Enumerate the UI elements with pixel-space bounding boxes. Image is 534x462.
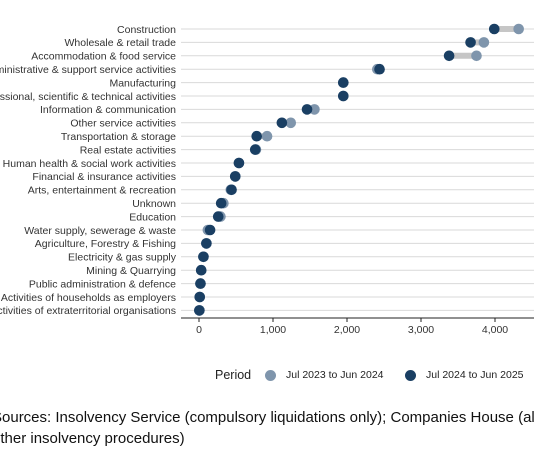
category-label: Construction bbox=[117, 24, 176, 36]
point-series-1 bbox=[513, 23, 524, 35]
chart-marks bbox=[194, 23, 524, 316]
category-label: Real estate activities bbox=[80, 144, 176, 156]
legend-swatch-series-1 bbox=[265, 370, 276, 381]
point-series-2 bbox=[249, 144, 261, 155]
point-series-1 bbox=[471, 50, 482, 62]
source-line-2: other insolvency procedures) bbox=[0, 430, 185, 447]
point-series-2 bbox=[338, 77, 349, 88]
category-label: Professional, scientific & technical act… bbox=[0, 91, 176, 103]
category-label: Other service activities bbox=[70, 118, 176, 130]
legend-title: Period bbox=[215, 368, 252, 382]
category-label: Administrative & support service activit… bbox=[0, 64, 176, 76]
category-label: Activities of extraterritorial organisat… bbox=[0, 305, 176, 317]
point-series-2 bbox=[229, 171, 241, 182]
legend-label-series-2: Jul 2024 to Jun 2025 bbox=[426, 369, 524, 381]
category-label: Manufacturing bbox=[109, 77, 176, 89]
point-series-2 bbox=[226, 184, 237, 196]
category-label: Agriculture, Forestry & Fishing bbox=[35, 238, 176, 250]
category-label: Education bbox=[129, 211, 176, 223]
category-label: Accommodation & food service bbox=[31, 51, 176, 63]
legend-swatch-series-2 bbox=[405, 370, 416, 381]
category-label: Water supply, sewerage & waste bbox=[24, 225, 176, 237]
point-series-2 bbox=[301, 104, 313, 115]
x-axis: 0 1,000 2,000 3,000 4,000 bbox=[181, 317, 534, 336]
point-series-1 bbox=[478, 37, 490, 48]
point-series-1 bbox=[261, 130, 273, 142]
source-line-1: Sources: Insolvency Service (compulsory … bbox=[0, 409, 534, 426]
x-tick-label: 2,000 bbox=[334, 324, 360, 336]
point-series-2 bbox=[194, 291, 206, 303]
category-label: Human health & social work activities bbox=[3, 158, 176, 170]
legend-label-series-1: Jul 2023 to Jun 2024 bbox=[286, 369, 384, 381]
legend: Period Jul 2023 to Jun 2024 Jul 2024 to … bbox=[0, 366, 534, 386]
point-series-2 bbox=[276, 117, 288, 129]
point-series-2 bbox=[201, 238, 212, 249]
point-series-2 bbox=[374, 63, 385, 75]
point-series-2 bbox=[443, 50, 455, 62]
point-series-1 bbox=[285, 117, 297, 129]
point-series-2 bbox=[194, 305, 205, 316]
point-series-2 bbox=[204, 224, 216, 236]
category-label: Wholesale & retail trade bbox=[65, 37, 177, 49]
point-series-2 bbox=[338, 90, 349, 102]
point-series-2 bbox=[233, 157, 245, 169]
category-label: Unknown bbox=[132, 198, 176, 210]
category-label: Arts, entertainment & recreation bbox=[28, 185, 176, 197]
category-label: Public administration & defence bbox=[29, 278, 176, 290]
category-label: Mining & Quarrying bbox=[86, 265, 176, 277]
category-label: Transportation & storage bbox=[61, 131, 176, 143]
category-label: Financial & insurance activities bbox=[32, 171, 176, 183]
grid-lines bbox=[181, 28, 534, 311]
point-series-2 bbox=[195, 278, 206, 289]
category-label: Activities of households as employers bbox=[1, 292, 176, 304]
point-series-2 bbox=[251, 130, 263, 142]
category-label: Information & communication bbox=[40, 104, 176, 116]
x-tick-label: 0 bbox=[196, 324, 202, 336]
x-tick-label: 1,000 bbox=[260, 324, 286, 336]
point-series-2 bbox=[488, 23, 500, 35]
x-tick-label: 3,000 bbox=[408, 324, 434, 336]
point-series-2 bbox=[212, 211, 224, 222]
source-note: Sources: Insolvency Service (compulsory … bbox=[0, 407, 534, 449]
point-series-2 bbox=[195, 264, 207, 276]
category-label: Electricity & gas supply bbox=[68, 252, 177, 264]
x-tick-label: 4,000 bbox=[482, 324, 508, 336]
point-series-1 bbox=[309, 104, 320, 115]
point-series-2 bbox=[215, 197, 227, 209]
point-series-2 bbox=[198, 251, 209, 263]
point-series-2 bbox=[465, 37, 476, 48]
